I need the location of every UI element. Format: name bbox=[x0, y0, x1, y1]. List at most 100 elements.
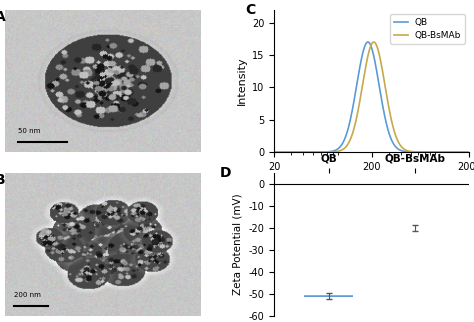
Bar bbox=[304, 295, 353, 296]
QB-BsMAb bbox=[291, 150, 297, 154]
Bar bbox=[304, 295, 353, 297]
Bar bbox=[304, 296, 353, 297]
Bar bbox=[304, 295, 353, 296]
Bar bbox=[304, 295, 353, 297]
Bar bbox=[304, 295, 353, 296]
Bar bbox=[304, 296, 353, 297]
Bar bbox=[304, 296, 353, 297]
Bar bbox=[304, 295, 353, 296]
Bar bbox=[304, 296, 353, 297]
Bar bbox=[304, 295, 353, 296]
Bar bbox=[304, 295, 353, 296]
Text: B: B bbox=[0, 173, 6, 187]
Bar bbox=[304, 295, 353, 296]
Bar bbox=[304, 296, 353, 297]
QB bbox=[405, 150, 411, 154]
Bar bbox=[304, 296, 353, 297]
QB bbox=[427, 150, 433, 154]
Bar bbox=[304, 295, 353, 297]
Bar bbox=[304, 296, 353, 297]
Bar bbox=[304, 295, 353, 297]
Bar bbox=[304, 295, 353, 296]
Bar bbox=[304, 296, 353, 297]
Bar bbox=[304, 296, 353, 297]
Bar bbox=[304, 296, 353, 297]
Bar bbox=[304, 295, 353, 296]
Bar bbox=[304, 296, 353, 297]
Bar bbox=[304, 295, 353, 296]
Bar bbox=[304, 295, 353, 296]
Bar bbox=[304, 295, 353, 296]
Bar bbox=[304, 296, 353, 297]
Bar bbox=[304, 295, 353, 296]
Bar bbox=[304, 296, 353, 297]
Bar bbox=[304, 295, 353, 296]
Bar bbox=[304, 295, 353, 296]
Bar bbox=[304, 295, 353, 296]
Bar bbox=[304, 296, 353, 297]
QB-BsMAb bbox=[424, 150, 429, 154]
Bar bbox=[304, 295, 353, 297]
Bar bbox=[304, 295, 353, 296]
Bar bbox=[304, 295, 353, 296]
Bar bbox=[304, 295, 353, 296]
Bar bbox=[304, 295, 353, 296]
Bar bbox=[304, 296, 353, 297]
Text: D: D bbox=[219, 166, 231, 180]
Bar bbox=[304, 295, 353, 296]
Bar bbox=[304, 295, 353, 296]
Bar bbox=[304, 295, 353, 296]
QB bbox=[365, 40, 371, 44]
Text: A: A bbox=[0, 10, 6, 24]
QB-BsMAb bbox=[357, 98, 363, 102]
Bar bbox=[304, 295, 353, 297]
Line: QB-BsMAb: QB-BsMAb bbox=[274, 42, 469, 152]
Bar bbox=[304, 296, 353, 297]
Bar bbox=[304, 296, 353, 297]
Bar bbox=[304, 295, 353, 296]
Bar bbox=[304, 296, 353, 297]
Text: 200 nm: 200 nm bbox=[15, 292, 41, 298]
Bar bbox=[304, 295, 353, 296]
Bar bbox=[304, 296, 353, 297]
Bar bbox=[304, 295, 353, 297]
Bar bbox=[304, 296, 353, 297]
Bar bbox=[304, 295, 353, 296]
Bar bbox=[304, 296, 353, 297]
Bar bbox=[304, 295, 353, 296]
Legend: QB, QB-BsMAb: QB, QB-BsMAb bbox=[391, 14, 465, 44]
Bar bbox=[304, 295, 353, 296]
Bar bbox=[304, 296, 353, 297]
Bar bbox=[304, 295, 353, 297]
Bar bbox=[304, 295, 353, 297]
Bar bbox=[304, 296, 353, 297]
Bar bbox=[304, 295, 353, 296]
Y-axis label: Intensity: Intensity bbox=[237, 56, 246, 105]
Bar bbox=[304, 295, 353, 296]
QB bbox=[466, 150, 472, 154]
QB bbox=[350, 104, 356, 108]
QB-BsMAb bbox=[405, 149, 411, 153]
Bar bbox=[304, 295, 353, 296]
Bar bbox=[304, 296, 353, 297]
Text: C: C bbox=[245, 3, 255, 16]
Line: QB: QB bbox=[274, 42, 469, 152]
QB bbox=[424, 150, 429, 154]
QB bbox=[291, 150, 297, 154]
QB-BsMAb bbox=[371, 40, 376, 44]
Bar bbox=[304, 296, 353, 297]
Bar bbox=[304, 295, 353, 296]
Bar bbox=[304, 295, 353, 296]
Bar bbox=[304, 296, 353, 297]
Bar bbox=[304, 295, 353, 297]
Bar bbox=[304, 296, 353, 297]
Bar bbox=[304, 295, 353, 296]
Bar bbox=[304, 296, 353, 297]
Bar bbox=[304, 296, 353, 297]
Bar bbox=[304, 296, 353, 297]
Bar bbox=[304, 295, 353, 296]
Bar bbox=[304, 295, 353, 296]
Bar bbox=[304, 295, 353, 296]
Bar bbox=[304, 295, 353, 296]
Bar bbox=[304, 295, 353, 296]
